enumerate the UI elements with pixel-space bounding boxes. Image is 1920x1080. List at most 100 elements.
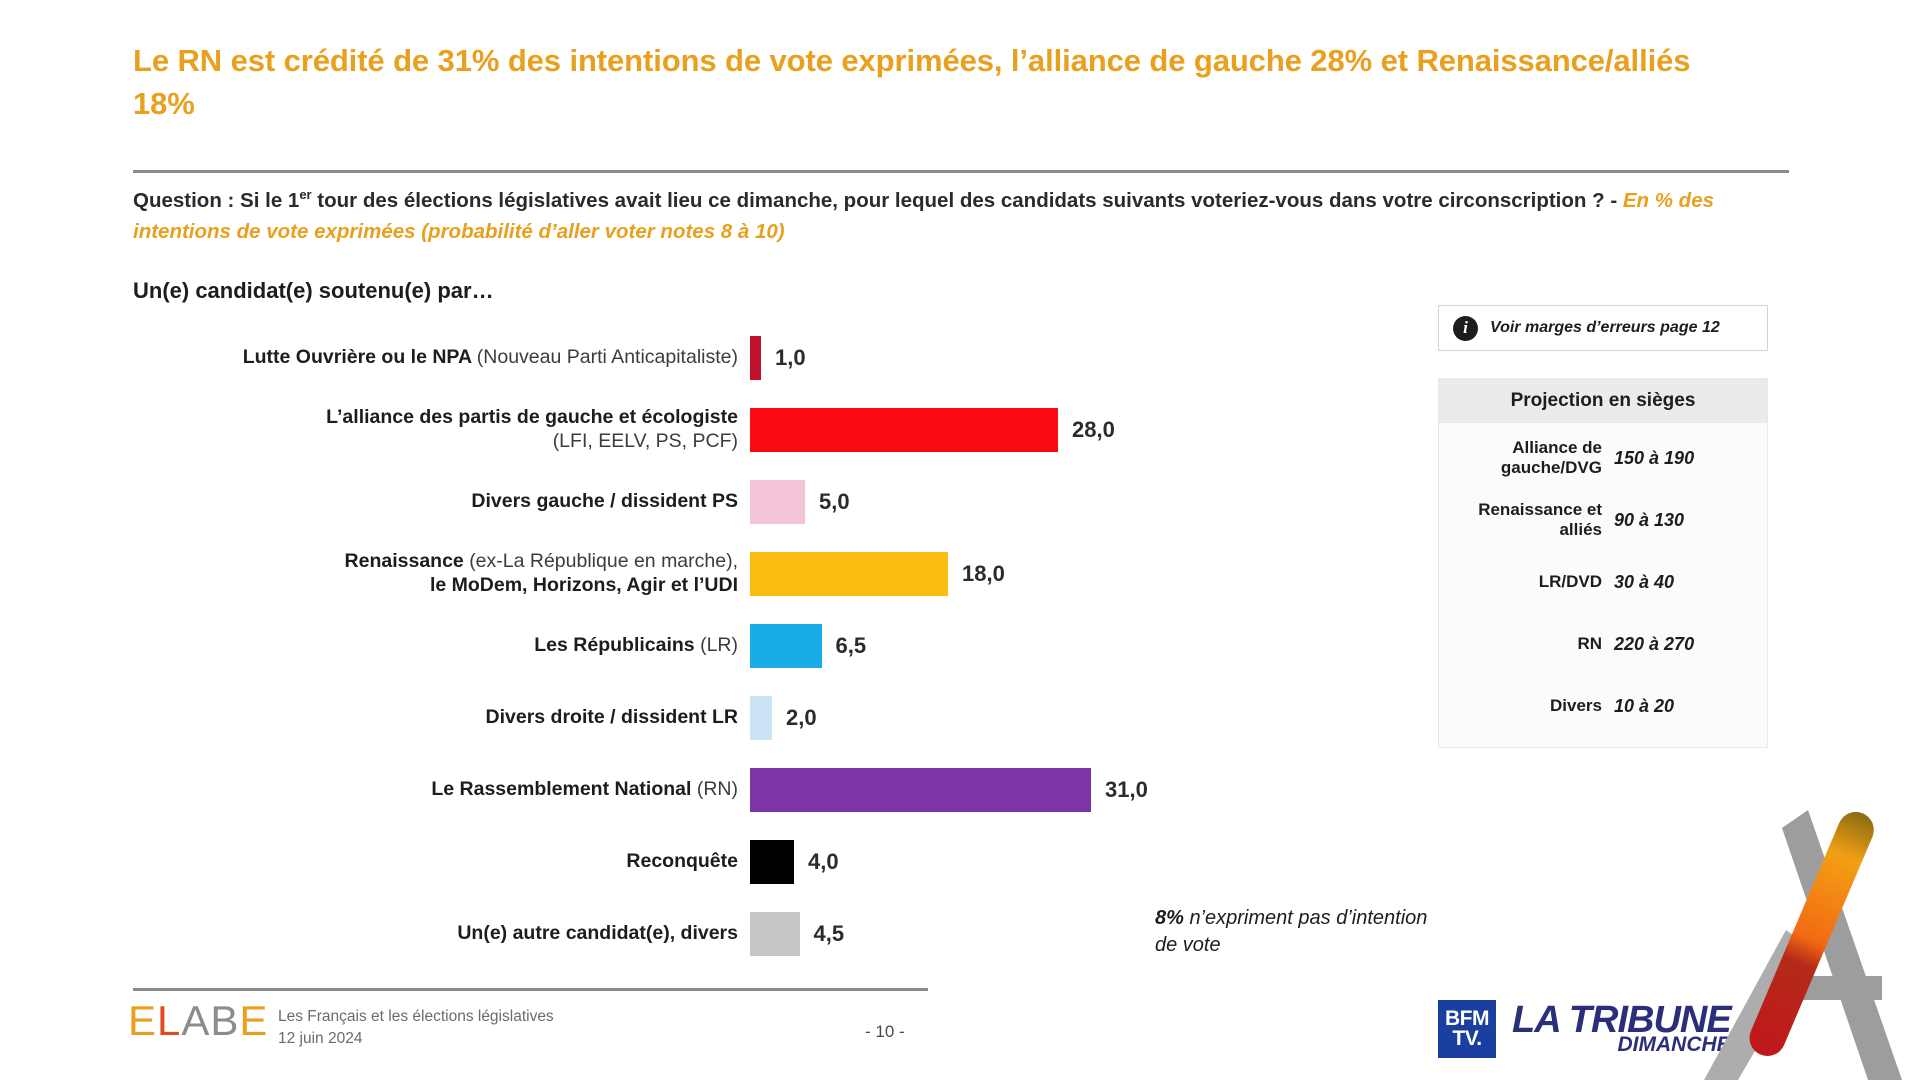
- seats-projection-title: Projection en sièges: [1439, 379, 1767, 423]
- chart-row: Reconquête 4,0: [0, 826, 1200, 898]
- bar-label: Divers gauche / dissident PS: [0, 490, 750, 514]
- seats-party-name: RN: [1577, 633, 1602, 653]
- bar-track: 4,0: [750, 826, 1200, 898]
- bar-label-light: (LR): [700, 634, 738, 657]
- bar-track: 2,0: [750, 682, 1200, 754]
- no-vote-intention-percent: 8%: [1155, 907, 1184, 929]
- bar-label-light: (LFI, EELV, PS, PCF): [552, 430, 738, 452]
- page-number: - 10 -: [865, 1022, 905, 1041]
- chart-row: Un(e) autre candidat(e), divers 4,5: [0, 898, 1200, 970]
- latribune-logo-line1: LA TRIBUNE: [1512, 999, 1732, 1042]
- seats-party-name: Divers: [1550, 695, 1602, 715]
- footer-study-name: Les Français et les élections législativ…: [278, 1008, 554, 1025]
- bar-value-label: 6,5: [835, 633, 867, 658]
- bar-label-main: Un(e) autre candidat(e), divers: [457, 922, 738, 945]
- bar-track: 4,5: [750, 898, 1200, 970]
- question-prefix: Question : Si le 1: [133, 188, 300, 212]
- bar-track: 31,0: [750, 754, 1200, 826]
- bar-label: Un(e) autre candidat(e), divers: [0, 922, 750, 946]
- bar-fill: [750, 408, 1058, 452]
- chart-row: Divers gauche / dissident PS 5,0: [0, 466, 1200, 538]
- page-title: Le RN est crédité de 31% des intentions …: [133, 43, 1691, 121]
- question-block: Question : Si le 1er tour des élections …: [133, 185, 1763, 247]
- watermark-a-icon: [1704, 810, 1902, 1080]
- table-row: RN 220 à 270: [1439, 613, 1767, 675]
- bar-label-main: Reconquête: [626, 850, 738, 873]
- bar-value-label: 18,0: [962, 561, 1005, 586]
- table-row: Renaissance et alliés 90 à 130: [1439, 489, 1767, 551]
- chart-row: Les Républicains (LR) 6,5: [0, 610, 1200, 682]
- seats-projection-body: Alliance de gauche/DVG 150 à 190 Renaiss…: [1439, 423, 1767, 747]
- bar-label-main: Divers gauche / dissident PS: [471, 490, 738, 513]
- bfmtv-logo-line2: TV.: [1452, 1027, 1482, 1050]
- seats-range-value: 220 à 270: [1614, 633, 1695, 654]
- bfmtv-logo-line1: BFM: [1445, 1007, 1490, 1031]
- bar-fill: [750, 768, 1091, 812]
- bar-track: 1,0: [750, 322, 1200, 394]
- bar-value-label: 4,5: [813, 921, 845, 946]
- bar-value-label: 31,0: [1105, 777, 1148, 802]
- bar-label-main: Lutte Ouvrière ou le NPA: [242, 346, 477, 369]
- seats-range-value: 10 à 20: [1614, 695, 1675, 716]
- chart-intro-label: Un(e) candidat(e) soutenu(e) par…: [133, 278, 494, 303]
- bar-fill: [750, 480, 805, 524]
- seats-party-name: Alliance de gauche/DVG: [1500, 437, 1602, 477]
- bar-label: Le Rassemblement National (RN): [0, 778, 750, 802]
- table-row: Divers 10 à 20: [1439, 675, 1767, 737]
- info-icon: i: [1453, 315, 1478, 341]
- bar-label: L’alliance des partis de gauche et écolo…: [0, 406, 750, 454]
- bfmtv-logo: BFM TV.: [1438, 1000, 1496, 1058]
- bar-chart: Lutte Ouvrière ou le NPA (Nouveau Parti …: [0, 322, 1200, 970]
- bar-fill: [750, 912, 800, 956]
- footer-meta: Les Français et les élections législativ…: [278, 1006, 554, 1051]
- chart-row: Lutte Ouvrière ou le NPA (Nouveau Parti …: [0, 322, 1200, 394]
- bar-value-label: 28,0: [1072, 417, 1115, 442]
- seats-projection-panel: Projection en sièges Alliance de gauche/…: [1438, 378, 1768, 748]
- seats-range-value: 90 à 130: [1614, 509, 1685, 530]
- bar-label-main-2: le MoDem, Horizons, Agir et l’UDI: [429, 574, 738, 596]
- bar-track: 28,0: [750, 394, 1200, 466]
- bar-value-label: 2,0: [786, 705, 817, 730]
- bar-label-main: Divers droite / dissident LR: [485, 706, 738, 729]
- table-row: Alliance de gauche/DVG 150 à 190: [1439, 427, 1767, 489]
- no-vote-intention-text: n’expriment pas d’intention de vote: [1155, 907, 1428, 956]
- question-subtitle: En % des intentions de vote exprimées (p…: [133, 188, 1714, 243]
- partner-logos: BFM TV. LA TRIBUNE DIMANCHE: [1438, 999, 1732, 1058]
- bar-label: Lutte Ouvrière ou le NPA (Nouveau Parti …: [0, 346, 750, 370]
- bar-label-light: (Nouveau Parti Anticapitaliste): [476, 346, 738, 369]
- bar-label-main: L’alliance des partis de gauche et écolo…: [326, 406, 738, 429]
- bar-fill: [750, 336, 761, 380]
- question-ordinal-suffix: er: [299, 187, 312, 202]
- bar-label: Reconquête: [0, 850, 750, 874]
- error-margin-info-box[interactable]: i Voir marges d’erreurs page 12: [1438, 305, 1768, 351]
- bar-track: 5,0: [750, 466, 1200, 538]
- bar-fill: [750, 552, 948, 596]
- latribune-logo: LA TRIBUNE DIMANCHE: [1512, 999, 1732, 1054]
- bar-value-label: 5,0: [819, 489, 850, 514]
- seats-range-value: 30 à 40: [1614, 571, 1675, 592]
- elabe-watermark-logo: [1690, 780, 1920, 1080]
- footer-divider: [133, 988, 928, 991]
- seats-party-name: LR/DVD: [1538, 571, 1602, 591]
- seats-party-name: Renaissance et alliés: [1478, 499, 1602, 539]
- bar-fill: [750, 696, 772, 740]
- bar-track: 6,5: [750, 610, 1200, 682]
- bar-value-label: 4,0: [808, 849, 839, 874]
- error-margin-info-text: Voir marges d’erreurs page 12: [1490, 319, 1720, 336]
- bar-label-main: Le Rassemblement National: [431, 778, 697, 801]
- bar-label: Les Républicains (LR): [0, 634, 750, 658]
- chart-row: L’alliance des partis de gauche et écolo…: [0, 394, 1200, 466]
- bar-label: Renaissance (ex-La République en marche)…: [0, 550, 750, 598]
- bar-label-light: (ex-La République en marche),: [469, 550, 738, 573]
- footer-date: 12 juin 2024: [278, 1030, 363, 1048]
- title-divider: [133, 170, 1789, 173]
- bar-label-light: (RN): [696, 778, 738, 801]
- chart-row: Le Rassemblement National (RN) 31,0: [0, 754, 1200, 826]
- bar-fill: [750, 624, 822, 668]
- no-vote-intention-note: 8% n’expriment pas d’intention de vote: [1155, 905, 1435, 959]
- bar-track: 18,0: [750, 538, 1200, 610]
- chart-row: Renaissance (ex-La République en marche)…: [0, 538, 1200, 610]
- bar-label: Divers droite / dissident LR: [0, 706, 750, 730]
